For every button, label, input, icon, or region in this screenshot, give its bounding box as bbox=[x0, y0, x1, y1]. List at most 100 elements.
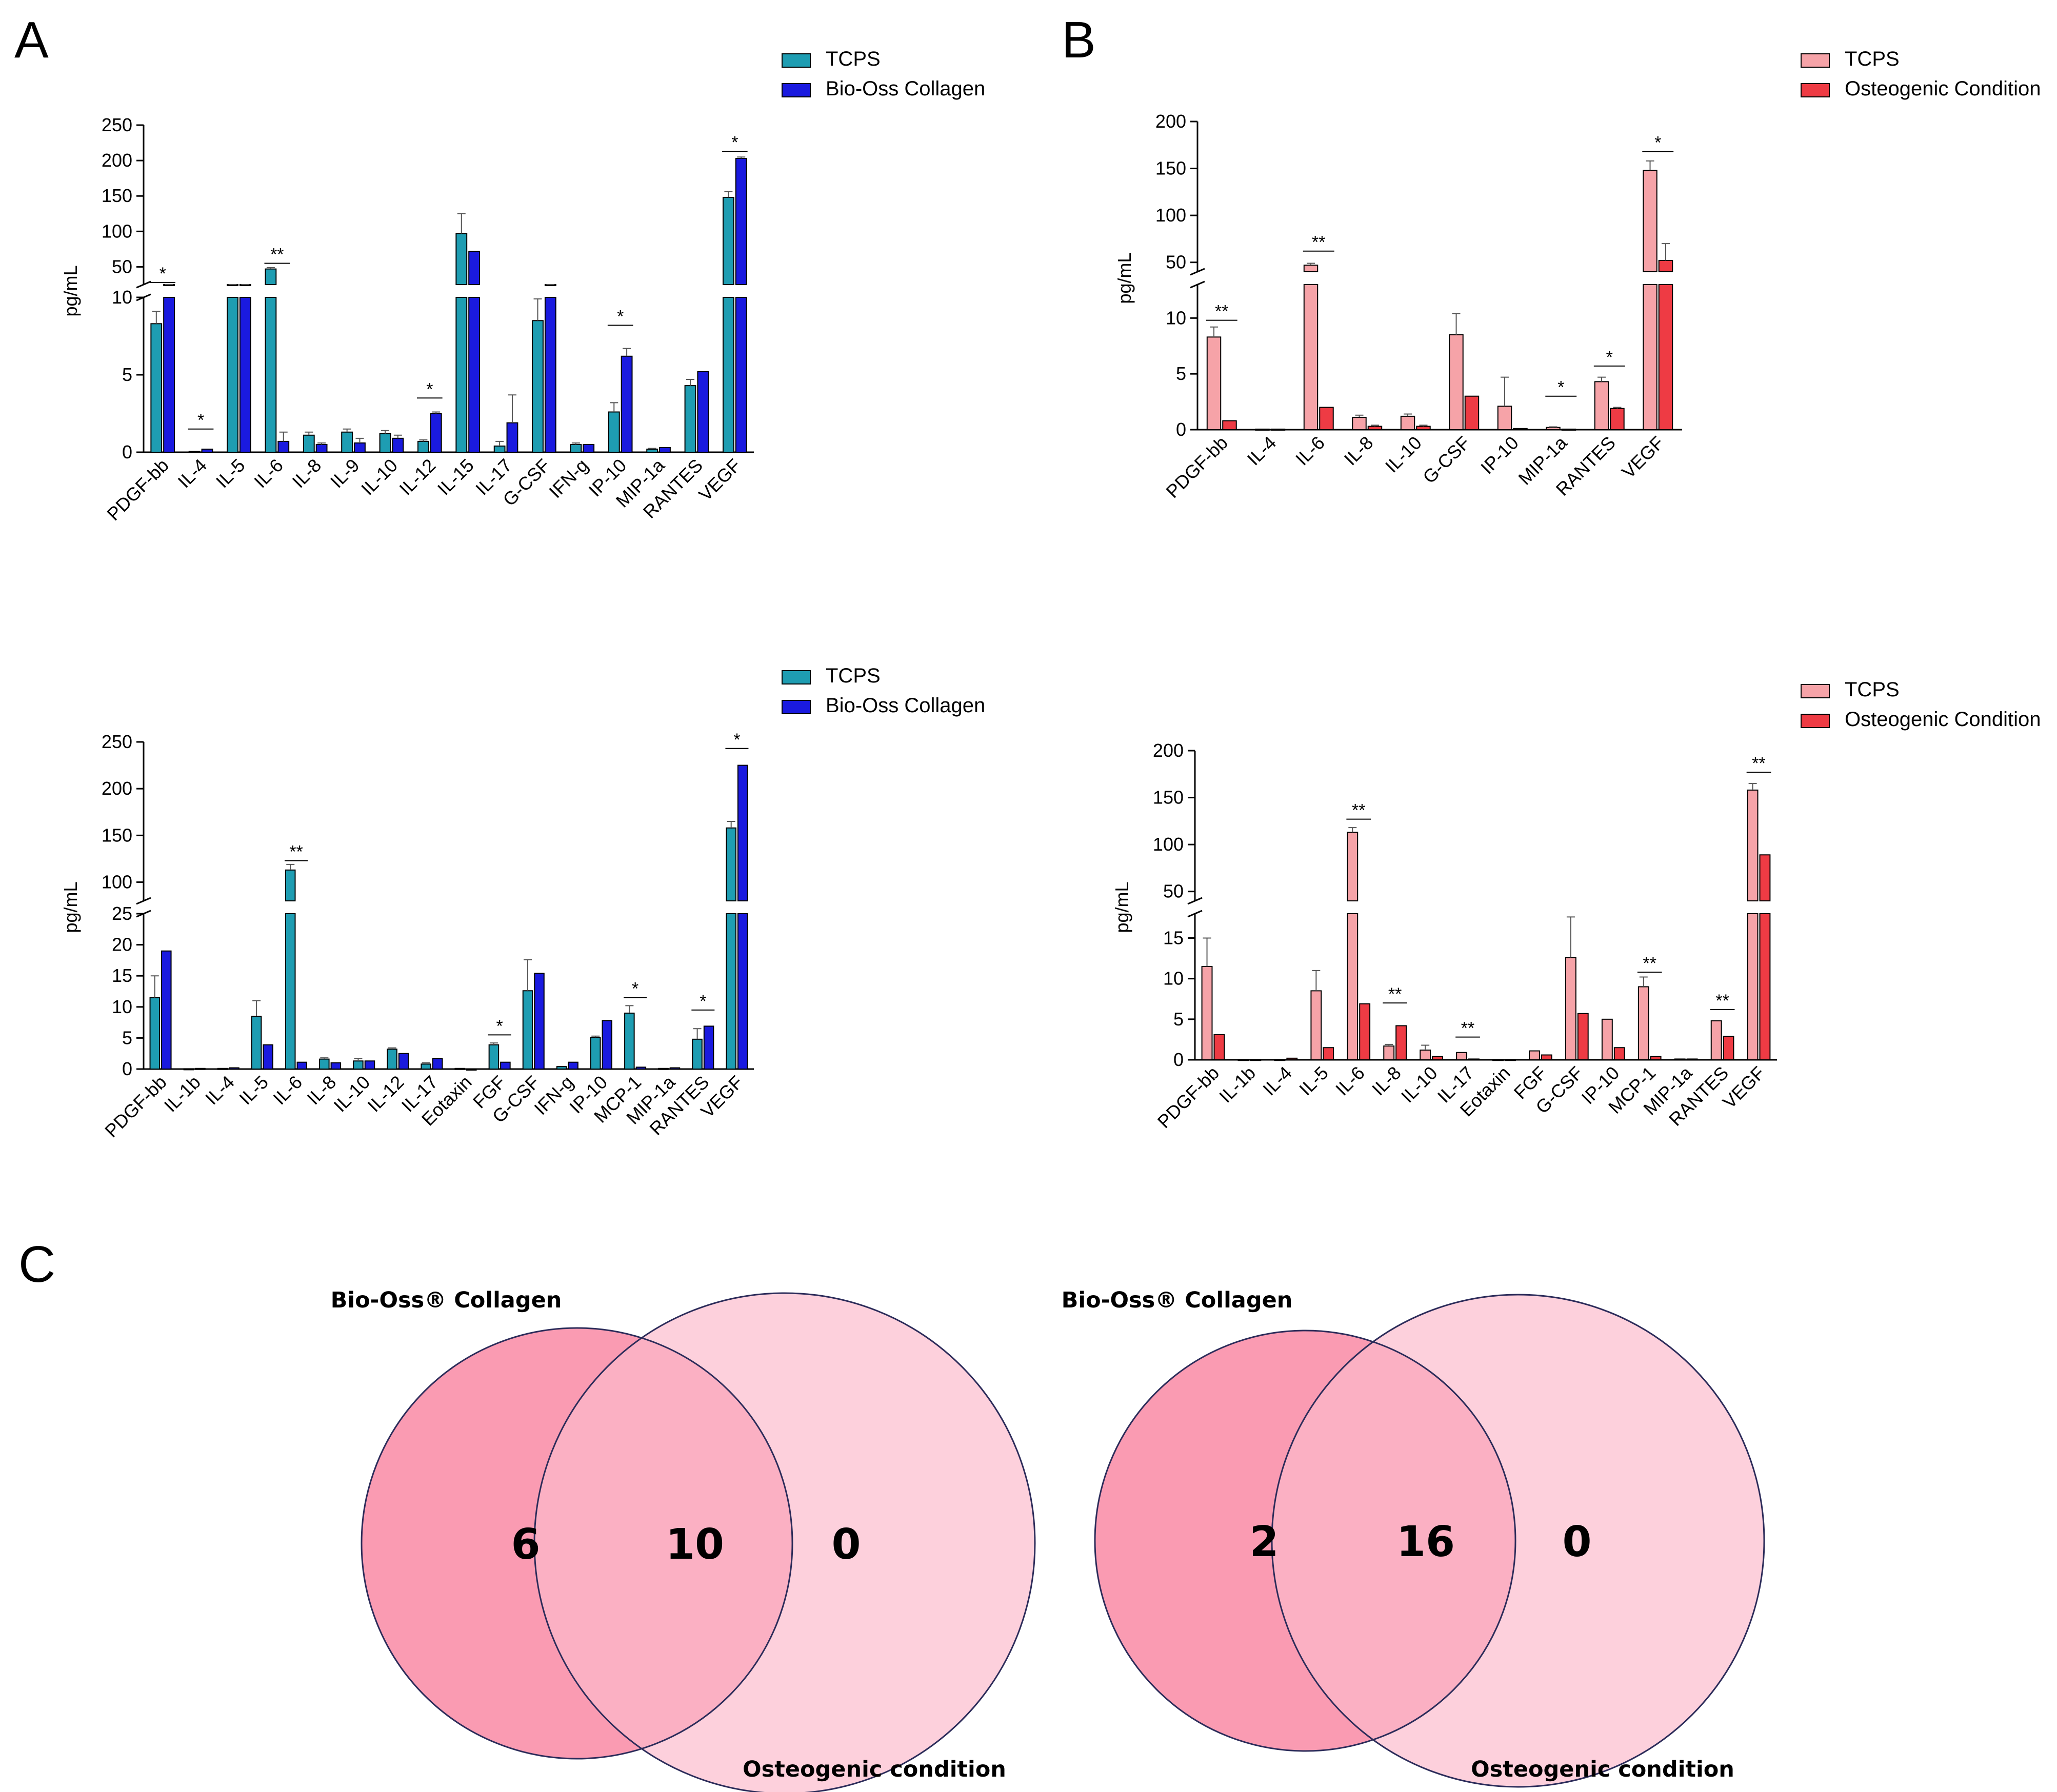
bar bbox=[265, 297, 277, 453]
x-tick-label: IL-5 bbox=[1295, 1062, 1332, 1100]
bar bbox=[239, 297, 251, 453]
axis-break-mark bbox=[1187, 897, 1203, 905]
y-tick-label: 100 bbox=[1153, 834, 1184, 855]
bar bbox=[1613, 1047, 1625, 1060]
significance-label: * bbox=[496, 1016, 503, 1036]
bar bbox=[468, 297, 481, 453]
x-tick-label: IL-1b bbox=[1215, 1062, 1260, 1107]
venn-overlap bbox=[1272, 1331, 1515, 1751]
x-tick-label: IL-4 bbox=[1243, 432, 1281, 470]
x-tick-label: IL-10 bbox=[329, 1072, 374, 1116]
significance-label: * bbox=[1557, 378, 1564, 397]
bar bbox=[1274, 1059, 1286, 1061]
bar bbox=[379, 433, 391, 453]
y-tick-label: 150 bbox=[102, 185, 132, 206]
significance-label: ** bbox=[1352, 801, 1365, 820]
legend-label: Bio-Oss Collagen bbox=[826, 77, 985, 100]
bar bbox=[183, 1068, 194, 1071]
bar bbox=[330, 1062, 342, 1070]
y-tick-label: 10 bbox=[112, 287, 132, 308]
bar bbox=[285, 869, 296, 901]
axis-break-mark bbox=[136, 897, 151, 905]
y-tick-label: 100 bbox=[1155, 205, 1186, 226]
bar bbox=[1420, 1050, 1431, 1060]
x-tick-label: PDGF-bb bbox=[103, 455, 173, 525]
legend-swatch bbox=[782, 83, 811, 97]
bar bbox=[1432, 1056, 1443, 1061]
y-tick-label: 25 bbox=[112, 903, 132, 924]
bar bbox=[493, 445, 506, 453]
legend-swatch bbox=[1801, 714, 1830, 728]
y-tick-label: 10 bbox=[112, 996, 132, 1017]
legend-swatch bbox=[782, 53, 811, 68]
bar bbox=[608, 411, 620, 453]
bar bbox=[532, 320, 544, 453]
bar bbox=[1359, 1003, 1371, 1060]
legend-label: Osteogenic Condition bbox=[1845, 708, 2041, 731]
bar bbox=[1201, 965, 1213, 1060]
x-tick-label: IL-4 bbox=[173, 455, 211, 492]
x-tick-label: IL-5 bbox=[212, 455, 249, 492]
bar bbox=[1637, 986, 1649, 1060]
y-tick-label: 50 bbox=[112, 256, 132, 277]
x-tick-label: IL-6 bbox=[250, 455, 287, 492]
bar bbox=[500, 1061, 511, 1070]
bar bbox=[188, 451, 201, 453]
bar bbox=[303, 434, 315, 453]
bar bbox=[1395, 1025, 1407, 1060]
bar bbox=[1456, 1052, 1468, 1060]
y-axis-label: pg/mL bbox=[60, 881, 81, 933]
axis-break-mark bbox=[1187, 910, 1203, 918]
x-tick-label: PDGF-bb bbox=[101, 1072, 171, 1142]
x-tick-label: IFN-g bbox=[545, 455, 592, 502]
bar bbox=[697, 371, 709, 453]
y-axis-label: pg/mL bbox=[1111, 881, 1132, 933]
legend-label: Bio-Oss Collagen bbox=[826, 694, 985, 717]
bar bbox=[285, 913, 296, 1070]
significance-label: ** bbox=[1215, 302, 1228, 321]
y-tick-label: 100 bbox=[102, 872, 132, 893]
bar bbox=[195, 1068, 206, 1070]
bar bbox=[726, 827, 736, 901]
bar bbox=[1497, 406, 1512, 430]
legend-label: TCPS bbox=[1845, 678, 1900, 701]
legend-swatch bbox=[782, 670, 811, 684]
bar bbox=[1658, 284, 1673, 430]
venn-outline-left bbox=[361, 1327, 793, 1760]
y-tick-label: 250 bbox=[102, 731, 132, 752]
chart-b-bottom: 0 5 10 15 50 100 150 200 pg/mL ** ** ** ** ** ** PDGF-b… bbox=[1111, 678, 2041, 1132]
bar bbox=[364, 1060, 375, 1070]
bar bbox=[556, 1066, 567, 1070]
significance-label: * bbox=[426, 379, 433, 399]
bar bbox=[703, 1025, 714, 1070]
x-tick-label: IL-12 bbox=[395, 455, 440, 499]
venn-overlap bbox=[534, 1328, 792, 1759]
significance-label: * bbox=[197, 411, 204, 430]
bar bbox=[722, 297, 734, 453]
y-tick-label: 0 bbox=[1176, 419, 1186, 440]
bar bbox=[534, 973, 545, 1070]
bar bbox=[544, 297, 556, 453]
y-tick-label: 50 bbox=[1166, 252, 1186, 273]
bar bbox=[737, 764, 748, 902]
bar bbox=[1468, 1058, 1480, 1061]
significance-label: ** bbox=[1643, 954, 1656, 973]
bar bbox=[466, 1069, 477, 1071]
legend-swatch bbox=[1801, 53, 1830, 68]
bar bbox=[1610, 408, 1625, 431]
y-tick-label: 50 bbox=[1163, 881, 1184, 902]
bar bbox=[263, 1044, 273, 1070]
significance-label: * bbox=[700, 992, 706, 1011]
x-tick-label: IL-15 bbox=[433, 455, 478, 499]
y-tick-label: 100 bbox=[102, 220, 132, 241]
significance-label: * bbox=[731, 133, 738, 152]
bar bbox=[430, 413, 442, 453]
significance-label: * bbox=[1654, 133, 1661, 153]
y-tick-label: 5 bbox=[122, 1027, 132, 1048]
venn-count-both: 16 bbox=[1396, 1518, 1455, 1566]
bar bbox=[1561, 428, 1576, 431]
bar bbox=[624, 1012, 635, 1070]
y-axis-label: pg/mL bbox=[1114, 252, 1135, 304]
